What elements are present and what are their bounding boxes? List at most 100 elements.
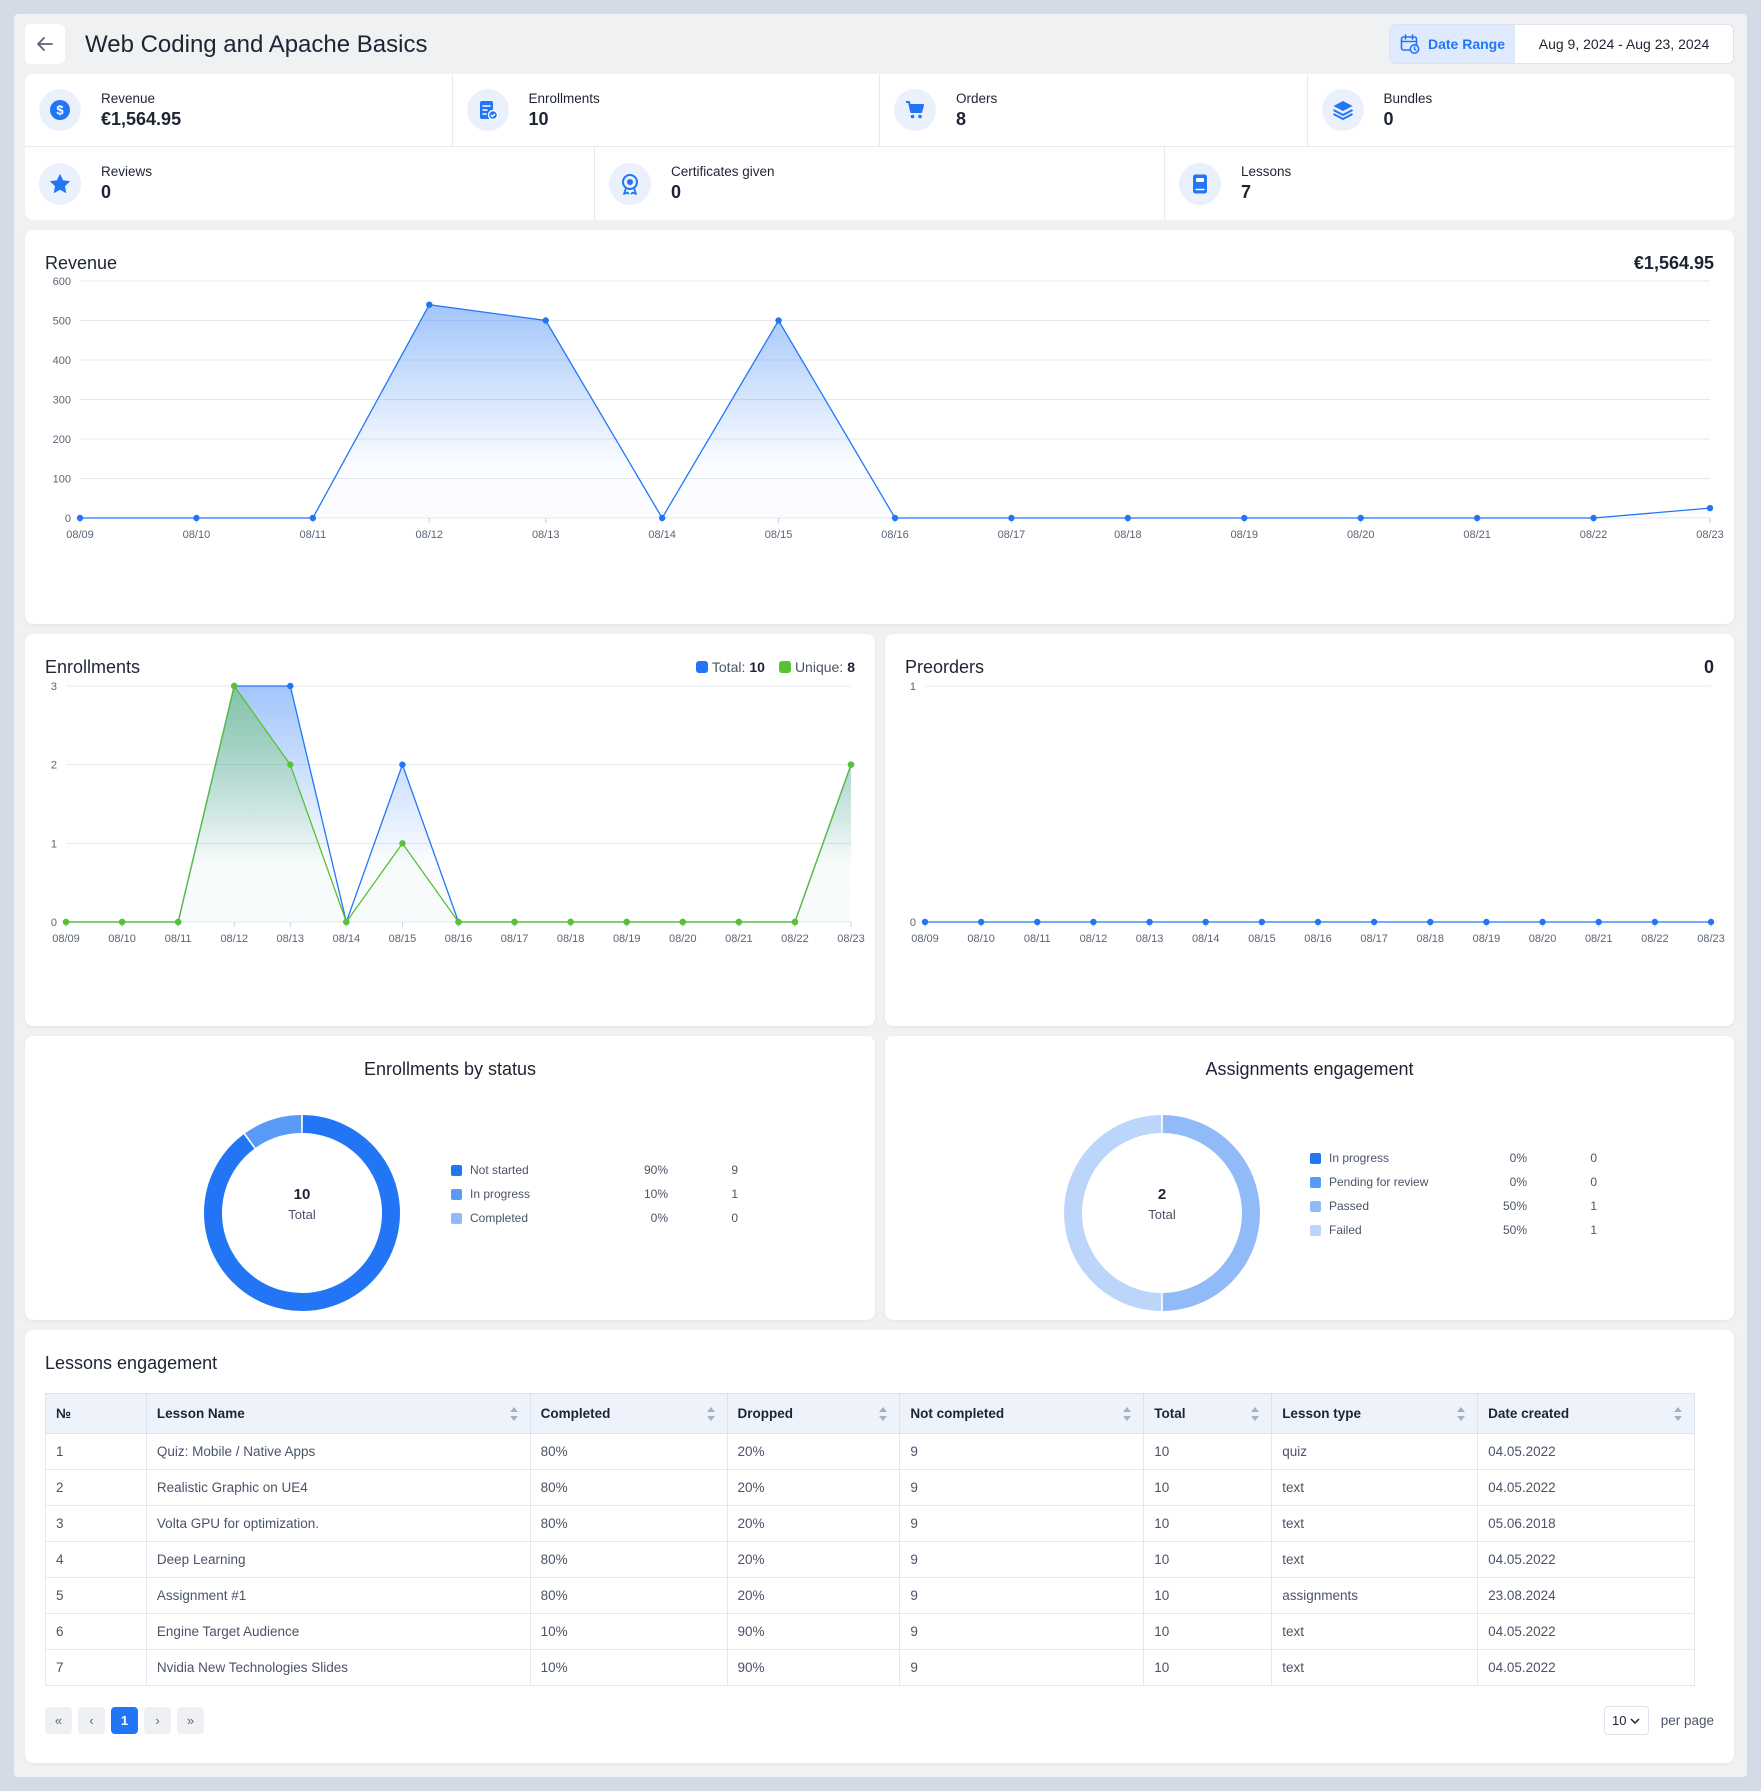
pagination: « ‹ 1 › »	[45, 1707, 204, 1734]
last-page-button[interactable]: »	[177, 1707, 204, 1734]
assignments-engagement-card: Assignments engagement 2 Total In progre…	[885, 1036, 1734, 1320]
legend-count: 9	[731, 1163, 738, 1177]
data-point	[455, 918, 462, 926]
x-tick-label: 08/12	[220, 933, 248, 945]
x-tick-label: 08/09	[52, 933, 80, 945]
y-tick-label: 1	[51, 838, 57, 850]
enrollments-chart: 0 1 2 3 08/09 08/10 08/11 08/12 08/13 08/14 08/15 0…	[51, 681, 865, 945]
chevron-down-icon	[1630, 1717, 1640, 1724]
table-row: 5 Assignment #1 80% 20% 9 10 assignments 23.08.…	[45, 1577, 1695, 1614]
legend-item[interactable]: Completed 0% 0	[451, 1206, 738, 1230]
stat-certificates: Certificates given 0	[595, 147, 1165, 220]
series-area	[66, 686, 851, 922]
column-header-completed[interactable]: Completed	[529, 1393, 728, 1434]
x-tick-label: 08/17	[998, 529, 1026, 541]
x-tick-label: 08/10	[183, 529, 211, 541]
series-area	[66, 686, 851, 922]
legend-item[interactable]: Failed 50% 1	[1310, 1218, 1597, 1242]
stat-value: 0	[1383, 108, 1394, 129]
first-page-button[interactable]: «	[45, 1707, 72, 1734]
column-label: Not completed	[910, 1406, 1005, 1421]
table-cell: Assignment #1	[145, 1577, 531, 1614]
table-cell: 04.05.2022	[1477, 1541, 1695, 1578]
arrow-left-icon	[37, 37, 53, 51]
sort-icon[interactable]	[706, 1407, 715, 1421]
data-point	[1539, 918, 1546, 926]
series-line	[66, 685, 852, 925]
series-line	[66, 684, 852, 924]
table-cell: 80%	[529, 1433, 728, 1470]
stat-label: Certificates given	[671, 164, 775, 179]
column-header-date-created[interactable]: Date created	[1477, 1393, 1695, 1434]
page-button-current[interactable]: 1	[111, 1707, 138, 1734]
column-label: Lesson type	[1282, 1406, 1361, 1421]
date-range-button[interactable]: Date Range	[1390, 25, 1515, 63]
table-cell: 10	[1143, 1649, 1273, 1686]
revenue-chart: 0 100 200 300 400 500 600 08/09 08/10 08/11 08/12 0…	[53, 276, 1724, 541]
sort-icon[interactable]	[1123, 1407, 1132, 1421]
data-point	[76, 514, 84, 522]
table-cell: text	[1271, 1469, 1479, 1506]
table-cell: 5	[45, 1577, 147, 1614]
donut-slice	[245, 1115, 302, 1149]
data-point	[891, 514, 899, 522]
legend-item[interactable]: In progress 10% 1	[451, 1182, 738, 1206]
stat-orders: Orders 8	[880, 74, 1308, 146]
column-header-total[interactable]: Total	[1143, 1393, 1273, 1434]
sort-icon[interactable]	[1251, 1407, 1260, 1421]
x-tick-label: 08/19	[1231, 529, 1259, 541]
legend-item[interactable]: In progress 0% 0	[1310, 1146, 1597, 1170]
next-page-button[interactable]: ›	[144, 1707, 171, 1734]
legend-label: Pending for review	[1329, 1175, 1429, 1189]
legend-count: 0	[1590, 1151, 1597, 1165]
sort-icon[interactable]	[509, 1407, 518, 1421]
column-header-lesson-name[interactable]: Lesson Name	[145, 1393, 531, 1434]
x-tick-label: 08/17	[1360, 933, 1388, 945]
table-cell: 20%	[726, 1433, 901, 1470]
column-label: Completed	[540, 1406, 611, 1421]
data-point	[735, 918, 743, 926]
donut-center-label: Total	[1148, 1207, 1176, 1222]
per-page-select[interactable]: 10	[1603, 1706, 1649, 1735]
back-button[interactable]	[25, 24, 65, 64]
x-tick-label: 08/18	[1114, 529, 1142, 541]
stat-value: 8	[956, 108, 967, 129]
lessons-table: № Lesson Name Completed Dropped Not comp…	[45, 1393, 1695, 1686]
column-header-not-completed[interactable]: Not completed	[899, 1393, 1145, 1434]
sort-icon[interactable]	[879, 1407, 888, 1421]
sort-icon[interactable]	[1457, 1407, 1466, 1421]
x-tick-label: 08/12	[1080, 933, 1108, 945]
column-header-dropped[interactable]: Dropped	[726, 1393, 901, 1434]
legend-item[interactable]: Not started 90% 9	[451, 1158, 738, 1182]
legend-item[interactable]: Pending for review 0% 0	[1310, 1170, 1597, 1194]
column-header-lesson-type[interactable]: Lesson type	[1271, 1393, 1479, 1434]
legend-total[interactable]: Total: 10	[695, 659, 765, 675]
x-tick-label: 08/09	[66, 529, 94, 541]
date-range-picker[interactable]: Date Range Aug 9, 2024 - Aug 23, 2024	[1389, 24, 1734, 64]
card-title: Enrollments	[45, 657, 141, 677]
prev-page-button[interactable]: ‹	[78, 1707, 105, 1734]
x-tick-label: 08/13	[1136, 933, 1164, 945]
table-cell: 04.05.2022	[1477, 1649, 1695, 1686]
legend-unique[interactable]: Unique: 8	[778, 659, 855, 675]
sort-icon[interactable]	[1674, 1407, 1682, 1421]
data-point	[62, 918, 70, 926]
lessons-engagement-card: Lessons engagement № Lesson Name Complet…	[25, 1330, 1734, 1763]
data-point	[1258, 918, 1266, 926]
data-point	[791, 918, 799, 926]
y-tick-label: 100	[53, 474, 71, 486]
y-tick-label: 500	[53, 316, 71, 328]
stat-value: €1,564.95	[101, 108, 182, 129]
stat-label: Orders	[956, 90, 998, 106]
x-tick-label: 08/14	[1192, 933, 1220, 945]
legend-percent: 0%	[650, 1211, 668, 1225]
x-tick-label: 08/20	[1529, 933, 1557, 945]
legend-percent: 10%	[643, 1187, 668, 1201]
table-row: 7 Nvidia New Technologies Slides 10% 90% 9 10…	[45, 1649, 1695, 1686]
x-tick-label: 08/23	[1696, 529, 1724, 541]
date-range-value[interactable]: Aug 9, 2024 - Aug 23, 2024	[1538, 36, 1710, 52]
layers-icon	[1332, 101, 1353, 120]
legend-item[interactable]: Passed 50% 1	[1310, 1194, 1597, 1218]
donut-center-value: 10	[294, 1186, 311, 1203]
legend-count: 1	[731, 1187, 738, 1201]
